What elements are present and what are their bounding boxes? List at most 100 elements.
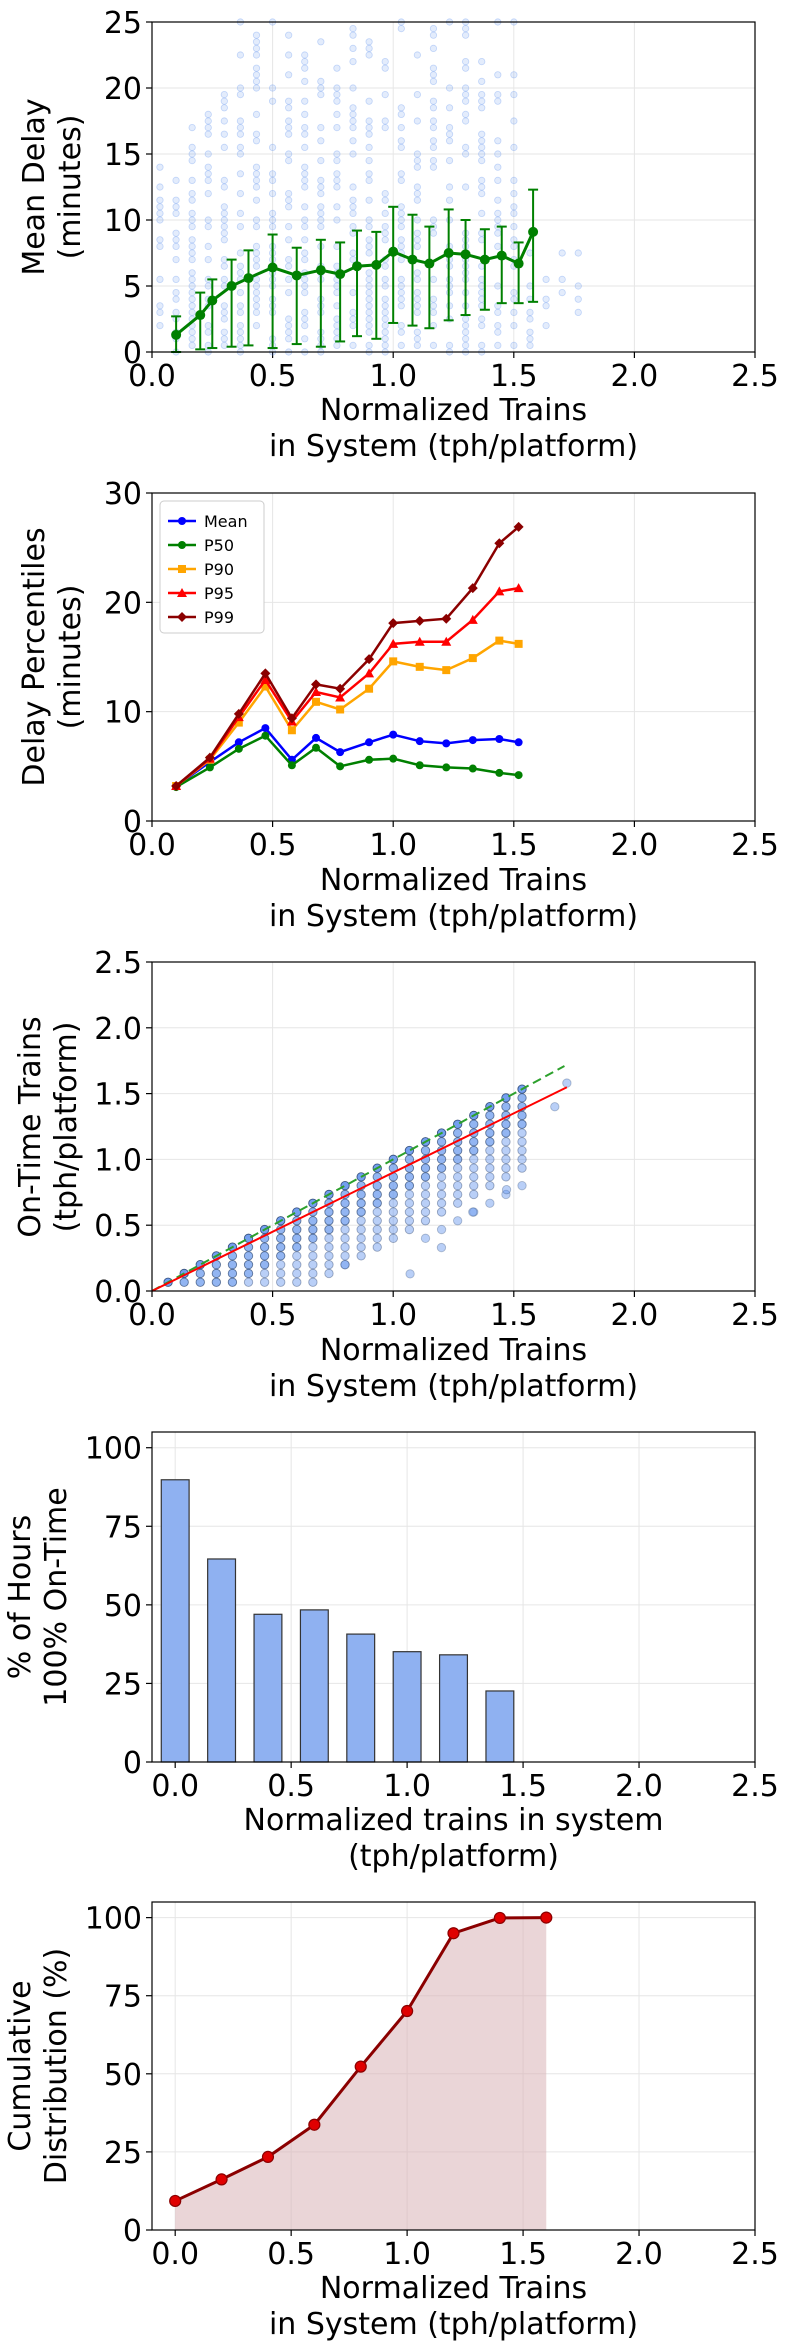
scatter-point <box>462 341 470 349</box>
scatter-point <box>413 288 421 297</box>
scatter-point <box>252 282 261 290</box>
scatter-point <box>510 71 518 79</box>
scatter-point <box>494 308 502 316</box>
cumulative-distribution-chart: 0.0 0.5 1.0 1.5 2.0 2.5 0 25 50 75 100 Normalized T… <box>3 1901 779 2342</box>
scatter-point <box>420 1172 431 1182</box>
scatter-point <box>517 1128 527 1138</box>
percent-hours-on-time-chart: 0.0 0.5 1.0 1.5 2.0 2.5 0 25 50 75 100 Normalized t… <box>3 1431 779 1874</box>
scatter-point <box>268 223 277 231</box>
scatter-point <box>404 1224 415 1235</box>
scatter-point <box>349 104 357 112</box>
scatter-point <box>365 216 373 224</box>
scatter-point <box>220 223 228 231</box>
scatter-point <box>420 1181 431 1191</box>
scatter-point <box>413 328 421 336</box>
identity-line <box>151 1065 565 1292</box>
scatter-point <box>220 315 228 323</box>
series-marker <box>204 752 215 763</box>
x-tick-label: 2.0 <box>615 2237 663 2272</box>
scatter-point <box>301 176 309 184</box>
scatter-point <box>292 1242 302 1252</box>
mean-point <box>267 262 278 273</box>
x-tick-label: 2.5 <box>731 1769 779 1804</box>
scatter-point <box>429 137 438 145</box>
series-marker <box>494 538 505 549</box>
scatter-point <box>285 275 293 283</box>
scatter-point <box>308 1268 318 1279</box>
x-axis-label-line: Normalized Trains <box>320 2271 587 2306</box>
scatter-point <box>413 335 421 343</box>
series-marker <box>312 697 321 706</box>
x-axis-label: Normalized Trains in System (tph/platform… <box>269 1333 638 1404</box>
scatter-point <box>156 308 164 316</box>
scatter-point <box>188 196 196 204</box>
scatter-point <box>349 249 357 257</box>
y-axis-label: On-Time Trains(tph/platform) <box>13 1016 84 1237</box>
scatter-point <box>349 137 357 145</box>
scatter-point <box>485 1181 495 1191</box>
scatter-point <box>420 1163 431 1173</box>
scatter-point <box>172 236 180 244</box>
scatter-point <box>469 1189 479 1200</box>
scatter-point <box>478 341 486 349</box>
scatter-point <box>252 110 261 119</box>
scatter-point <box>413 229 421 237</box>
scatter-point <box>388 1233 398 1243</box>
y-tick-label: 0 <box>123 336 142 371</box>
series-marker <box>205 763 214 772</box>
scatter-point <box>220 203 228 211</box>
cumulative-point <box>493 1911 506 1925</box>
scatter-point <box>413 295 421 303</box>
scatter-point <box>333 341 341 349</box>
scatter-point <box>301 249 309 257</box>
scatter-point <box>436 1224 447 1235</box>
scatter-point <box>381 328 389 336</box>
scatter-point <box>252 196 261 204</box>
x-axis-label-line: Normalized Trains <box>320 393 587 428</box>
scatter-point <box>317 124 325 132</box>
scatter-point <box>510 209 518 217</box>
scatter-point <box>276 1251 286 1261</box>
scatter-point <box>292 1260 302 1270</box>
scatter-point <box>236 190 244 198</box>
scatter-point <box>562 1078 572 1088</box>
scatter-point <box>462 150 470 158</box>
plot-frame <box>151 1901 756 2231</box>
scatter-point <box>324 1207 334 1217</box>
scatter-point <box>188 150 196 158</box>
scatter-point <box>365 176 373 184</box>
scatter-point <box>292 1233 302 1243</box>
scatter-point <box>413 242 421 250</box>
scatter-point <box>236 150 244 158</box>
scatter-point <box>485 1128 495 1138</box>
scatter-point <box>236 328 244 336</box>
scatter-point <box>268 84 277 92</box>
y-tick-label: 0 <box>123 805 142 840</box>
scatter-point <box>397 143 405 151</box>
scatter-point <box>333 64 341 72</box>
scatter-point <box>365 236 373 244</box>
y-tick-label: 20 <box>104 586 142 621</box>
scatter-point <box>324 1242 334 1252</box>
scatter-point <box>301 97 309 105</box>
scatter-point <box>317 84 325 92</box>
scatter-point <box>388 1207 398 1217</box>
x-tick-label: 1.5 <box>499 2237 547 2272</box>
cumulative-point <box>308 2118 321 2131</box>
y-tick-label: 25 <box>104 2136 142 2171</box>
scatter-point <box>365 170 373 178</box>
scatter-point <box>340 1198 350 1208</box>
scatter-point <box>324 1224 334 1235</box>
scatter-point <box>188 143 196 151</box>
scatter-point <box>445 130 454 138</box>
scatter-point <box>381 315 389 323</box>
scatter-point <box>204 282 212 290</box>
scatter-point <box>445 124 454 132</box>
scatter-point <box>468 1207 478 1217</box>
scatter-point <box>365 308 373 316</box>
scatter-point <box>404 1172 415 1182</box>
scatter-point <box>510 308 518 316</box>
scatter-point <box>365 130 373 138</box>
series-marker <box>365 738 374 747</box>
scatter-point <box>381 57 389 66</box>
